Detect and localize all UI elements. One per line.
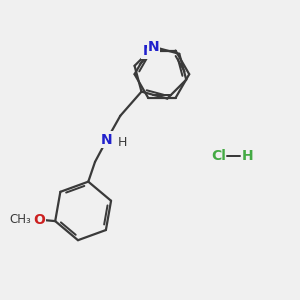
- Text: H: H: [242, 149, 253, 163]
- Text: N: N: [101, 133, 113, 147]
- Text: Cl: Cl: [211, 149, 226, 163]
- Text: N: N: [142, 44, 154, 58]
- Text: N: N: [148, 40, 159, 54]
- Text: CH₃: CH₃: [10, 213, 31, 226]
- Text: O: O: [33, 213, 45, 226]
- Text: H: H: [118, 136, 127, 149]
